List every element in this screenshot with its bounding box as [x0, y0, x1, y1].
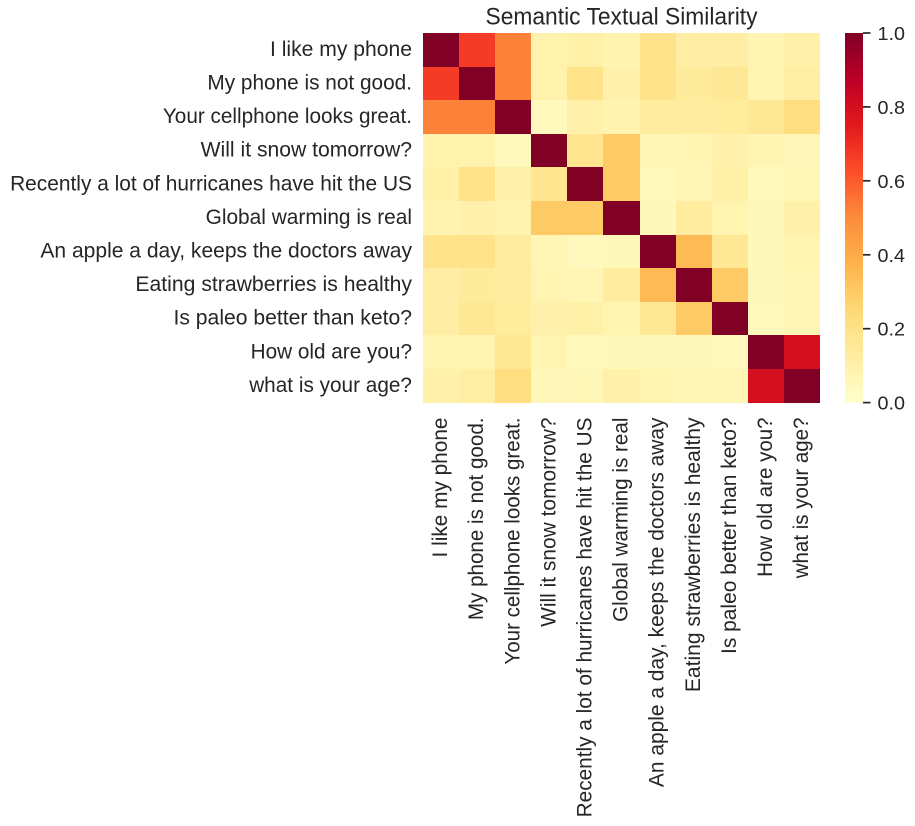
svg-text:Is paleo better than keto?: Is paleo better than keto?: [718, 418, 741, 655]
svg-text:what is your age?: what is your age?: [248, 374, 412, 397]
svg-text:Will it snow tomorrow?: Will it snow tomorrow?: [201, 139, 412, 162]
svg-text:How old are you?: How old are you?: [251, 340, 412, 363]
svg-text:0.0: 0.0: [878, 394, 906, 414]
svg-text:Eating strawberries is healthy: Eating strawberries is healthy: [135, 273, 412, 296]
svg-text:Recently a lot of hurricanes h: Recently a lot of hurricanes have hit th…: [10, 172, 412, 195]
svg-text:Your cellphone looks great.: Your cellphone looks great.: [163, 105, 412, 128]
svg-text:I like my phone: I like my phone: [270, 38, 412, 61]
svg-text:How old are you?: How old are you?: [754, 418, 777, 577]
svg-text:0.2: 0.2: [878, 320, 906, 340]
svg-text:I like my phone: I like my phone: [429, 418, 452, 558]
svg-text:Global warming is real: Global warming is real: [206, 206, 412, 229]
svg-text:An apple a day, keeps the doct: An apple a day, keeps the doctors away: [646, 417, 669, 787]
svg-text:Semantic Textual Similarity: Semantic Textual Similarity: [486, 4, 758, 31]
svg-text:Is paleo better than keto?: Is paleo better than keto?: [174, 307, 413, 330]
svg-text:what is your age?: what is your age?: [790, 418, 813, 580]
svg-text:0.6: 0.6: [878, 172, 906, 192]
svg-text:My phone is not good.: My phone is not good.: [207, 72, 412, 95]
svg-text:Global warming is real: Global warming is real: [610, 418, 633, 622]
svg-text:Your cellphone looks great.: Your cellphone looks great.: [501, 418, 524, 665]
svg-text:1.0: 1.0: [878, 24, 906, 44]
svg-text:An apple a day, keeps the doct: An apple a day, keeps the doctors away: [40, 240, 412, 263]
svg-text:Eating strawberries is healthy: Eating strawberries is healthy: [682, 417, 705, 692]
svg-text:Will it snow tomorrow?: Will it snow tomorrow?: [537, 418, 560, 627]
svg-text:Recently a lot of hurricanes h: Recently a lot of hurricanes have hit th…: [574, 418, 597, 818]
svg-text:0.4: 0.4: [878, 246, 906, 266]
svg-text:0.8: 0.8: [878, 98, 906, 118]
svg-text:My phone is not good.: My phone is not good.: [465, 418, 488, 621]
